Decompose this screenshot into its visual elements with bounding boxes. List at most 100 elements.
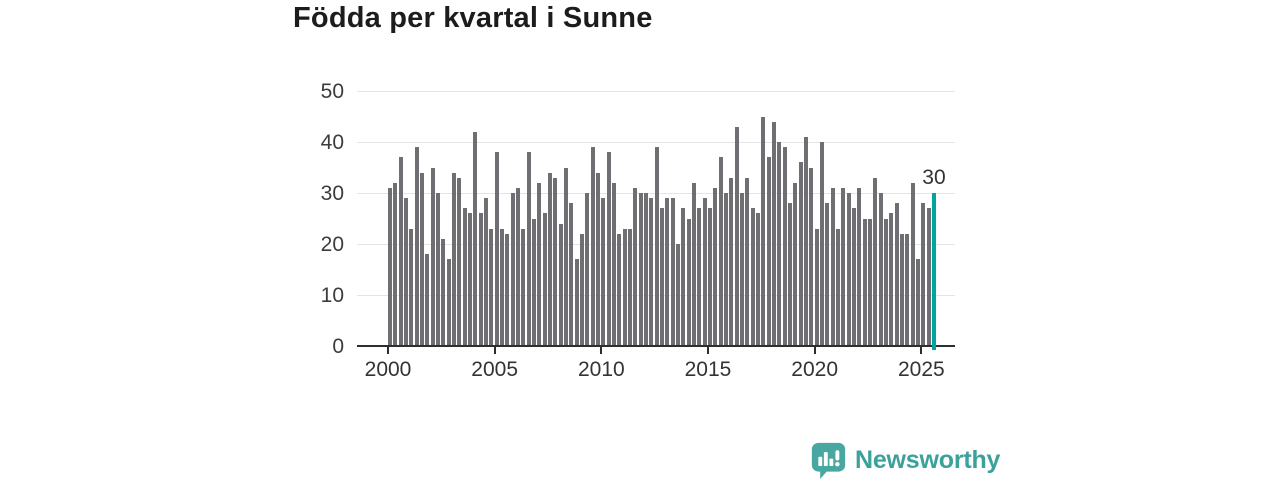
bar <box>388 187 392 346</box>
x-tick-label: 2010 <box>577 358 625 381</box>
x-axis-line <box>357 345 955 347</box>
newsworthy-chart-bubble-icon <box>810 441 847 479</box>
bar <box>633 187 638 346</box>
bar <box>825 203 830 346</box>
bar <box>542 213 547 346</box>
bar <box>558 223 563 346</box>
bar <box>862 218 867 346</box>
bar <box>649 198 654 346</box>
bar <box>654 147 659 346</box>
bar <box>574 259 579 346</box>
bar <box>430 167 435 346</box>
bar <box>553 177 558 346</box>
bar <box>729 177 734 346</box>
x-tick-mark <box>387 347 389 354</box>
brand-name: Newsworthy <box>855 445 1001 474</box>
bar <box>723 193 728 346</box>
bar <box>451 172 456 346</box>
bar <box>707 208 712 346</box>
bar <box>691 182 696 346</box>
bar <box>425 254 430 346</box>
y-tick-label: 20 <box>320 233 344 256</box>
bar <box>547 172 552 346</box>
bar <box>777 142 782 346</box>
bar <box>878 193 883 346</box>
bar <box>617 233 622 346</box>
x-tick-label: 2020 <box>791 358 839 381</box>
bar <box>873 177 878 346</box>
highlight-value-label: 30 <box>922 166 946 189</box>
bar <box>819 142 824 346</box>
bar <box>403 198 408 346</box>
bar <box>681 208 686 346</box>
bar <box>457 177 462 346</box>
bar <box>521 228 526 346</box>
x-tick-label: 2005 <box>471 358 519 381</box>
bar <box>894 203 899 346</box>
bar <box>622 228 627 346</box>
bar <box>526 152 531 346</box>
y-tick-label: 40 <box>320 131 344 154</box>
x-tick-mark <box>920 347 923 354</box>
x-tick-label: 2000 <box>364 358 412 381</box>
bar <box>446 259 451 346</box>
bar <box>889 213 894 346</box>
bar <box>766 157 771 346</box>
bar <box>830 187 835 346</box>
bar <box>537 182 542 346</box>
bar <box>611 182 616 346</box>
bar <box>910 182 915 346</box>
bar <box>478 213 483 346</box>
x-tick-mark <box>706 347 709 354</box>
bar <box>494 152 499 346</box>
bar <box>846 193 851 346</box>
bar <box>798 162 803 346</box>
bar <box>638 193 643 346</box>
bar <box>734 126 739 346</box>
bar <box>675 244 680 346</box>
bar <box>473 131 478 346</box>
plot-area: 0 10 20 30 40 50 2000 2005 2010 2015 2020 2025 <box>321 81 955 381</box>
page-title: Födda per kvartal i Sunne <box>293 2 653 34</box>
bar <box>921 203 926 346</box>
bar <box>857 187 862 346</box>
bar <box>809 167 814 346</box>
bar <box>393 182 398 346</box>
bar <box>745 177 750 346</box>
bar <box>905 233 910 346</box>
bar <box>398 157 403 346</box>
gridline <box>357 91 955 92</box>
bar <box>750 208 755 346</box>
bar <box>643 193 648 346</box>
bar <box>697 208 702 346</box>
bar <box>793 182 798 346</box>
bar <box>718 157 723 346</box>
bar <box>702 198 707 346</box>
bar <box>627 228 632 346</box>
bar <box>926 208 931 346</box>
bar <box>489 228 494 346</box>
bar <box>515 187 520 346</box>
brand-logo: Newsworthy <box>810 441 1000 479</box>
bar <box>713 187 718 346</box>
bar <box>803 136 808 346</box>
bar <box>441 238 446 346</box>
y-tick-label: 50 <box>320 80 344 103</box>
bar <box>606 152 611 346</box>
bar <box>915 259 920 346</box>
bar <box>569 203 574 346</box>
bar <box>841 187 846 346</box>
highlighted-bar <box>931 193 936 350</box>
bar <box>739 193 744 346</box>
bar <box>419 172 424 346</box>
bar <box>462 208 467 346</box>
gridline <box>357 142 955 143</box>
bar <box>483 198 488 346</box>
bar <box>883 218 888 346</box>
x-tick-mark <box>600 347 603 354</box>
bar <box>595 172 600 346</box>
y-tick-label: 0 <box>332 335 344 358</box>
bar <box>659 208 664 346</box>
bar <box>590 147 595 346</box>
bar <box>579 233 584 346</box>
